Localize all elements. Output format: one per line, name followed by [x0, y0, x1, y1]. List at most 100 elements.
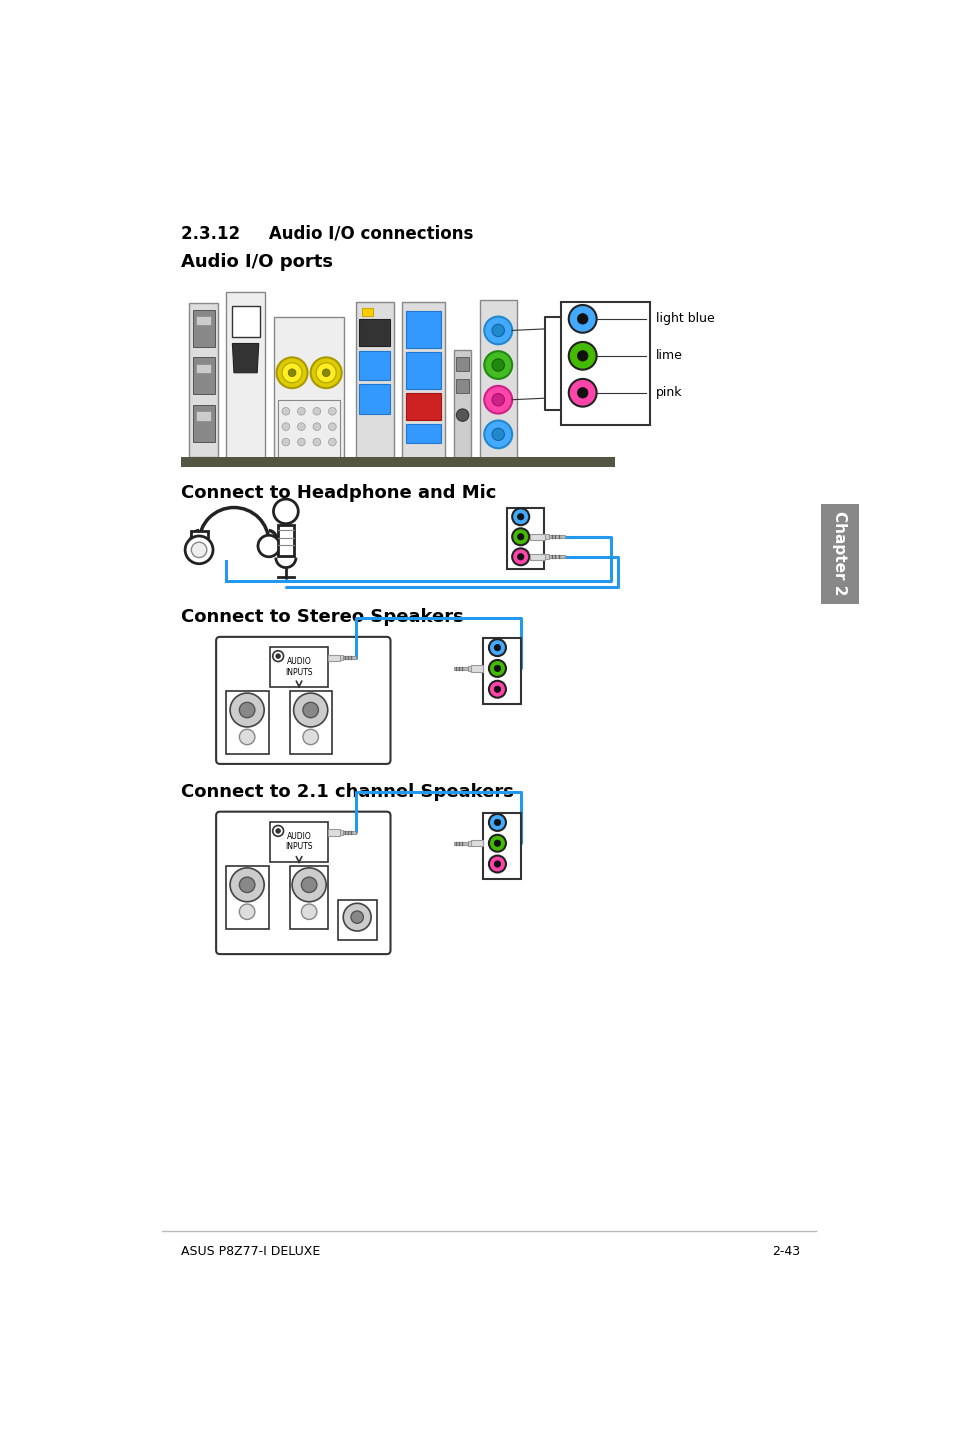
Circle shape: [512, 548, 529, 565]
Bar: [454, 841, 467, 844]
Circle shape: [494, 820, 500, 825]
Circle shape: [313, 407, 320, 416]
Circle shape: [343, 903, 371, 930]
Bar: [406, 311, 440, 348]
Bar: [270, 821, 328, 861]
Circle shape: [492, 360, 504, 371]
Circle shape: [568, 380, 596, 407]
Bar: [193, 406, 214, 441]
Text: lime: lime: [656, 349, 682, 362]
FancyBboxPatch shape: [216, 637, 390, 764]
Circle shape: [315, 362, 335, 383]
Circle shape: [492, 394, 504, 406]
Bar: [821, 503, 858, 604]
Bar: [548, 555, 564, 558]
Circle shape: [456, 408, 468, 421]
Bar: [337, 900, 376, 940]
Circle shape: [273, 825, 283, 837]
Bar: [456, 380, 468, 393]
Bar: [343, 656, 355, 659]
Bar: [355, 302, 394, 463]
Circle shape: [328, 423, 335, 430]
Bar: [328, 830, 339, 835]
Bar: [406, 352, 440, 388]
Circle shape: [512, 528, 529, 545]
Circle shape: [282, 362, 302, 383]
Text: 2.3.12     Audio I/O connections: 2.3.12 Audio I/O connections: [181, 224, 473, 243]
Circle shape: [512, 508, 529, 525]
Circle shape: [494, 686, 500, 693]
Circle shape: [294, 693, 328, 728]
Circle shape: [313, 439, 320, 446]
Bar: [544, 555, 548, 559]
Circle shape: [239, 877, 254, 893]
Bar: [181, 457, 615, 467]
Bar: [232, 306, 259, 336]
Circle shape: [288, 370, 295, 377]
Circle shape: [311, 358, 341, 388]
Circle shape: [322, 370, 330, 377]
Circle shape: [282, 407, 290, 416]
Bar: [471, 666, 483, 672]
Bar: [406, 424, 440, 443]
Circle shape: [303, 729, 318, 745]
Bar: [402, 302, 444, 463]
Circle shape: [494, 840, 500, 847]
Bar: [483, 638, 520, 703]
Circle shape: [282, 439, 290, 446]
Circle shape: [492, 324, 504, 336]
Circle shape: [484, 385, 512, 414]
Bar: [361, 308, 373, 316]
Circle shape: [568, 342, 596, 370]
Bar: [454, 349, 471, 463]
Circle shape: [568, 305, 596, 332]
Bar: [454, 667, 467, 670]
Circle shape: [275, 654, 280, 659]
Circle shape: [301, 877, 316, 893]
Circle shape: [282, 423, 290, 430]
Circle shape: [192, 542, 207, 558]
Text: Connect to 2.1 channel Speakers: Connect to 2.1 channel Speakers: [181, 784, 514, 801]
Bar: [544, 535, 548, 539]
Circle shape: [484, 351, 512, 380]
Circle shape: [239, 702, 254, 718]
Bar: [359, 351, 390, 381]
Bar: [560, 302, 649, 426]
Circle shape: [328, 407, 335, 416]
Circle shape: [488, 814, 505, 831]
Circle shape: [297, 423, 305, 430]
Bar: [226, 866, 269, 929]
Circle shape: [185, 536, 213, 564]
Bar: [290, 690, 332, 754]
Text: light blue: light blue: [656, 312, 715, 325]
Bar: [456, 358, 468, 371]
Bar: [189, 303, 218, 457]
Text: Connect to Stereo Speakers: Connect to Stereo Speakers: [181, 608, 463, 626]
Circle shape: [297, 439, 305, 446]
Circle shape: [577, 313, 587, 324]
Bar: [471, 840, 483, 847]
Bar: [193, 358, 214, 394]
Bar: [191, 531, 208, 554]
Circle shape: [273, 651, 283, 661]
Text: Chapter 2: Chapter 2: [832, 512, 846, 595]
Circle shape: [494, 666, 500, 672]
Circle shape: [494, 861, 500, 867]
Circle shape: [230, 693, 264, 728]
Bar: [270, 647, 328, 687]
Circle shape: [276, 358, 307, 388]
Bar: [506, 508, 543, 569]
Bar: [530, 533, 544, 539]
Bar: [530, 554, 544, 559]
Bar: [195, 316, 212, 325]
Circle shape: [488, 638, 505, 656]
Bar: [467, 841, 471, 846]
Bar: [339, 830, 343, 835]
Circle shape: [239, 729, 254, 745]
Circle shape: [313, 423, 320, 430]
Circle shape: [292, 869, 326, 902]
Bar: [226, 292, 265, 464]
Bar: [278, 400, 340, 457]
Bar: [274, 318, 344, 463]
Text: Audio I/O ports: Audio I/O ports: [181, 253, 333, 272]
